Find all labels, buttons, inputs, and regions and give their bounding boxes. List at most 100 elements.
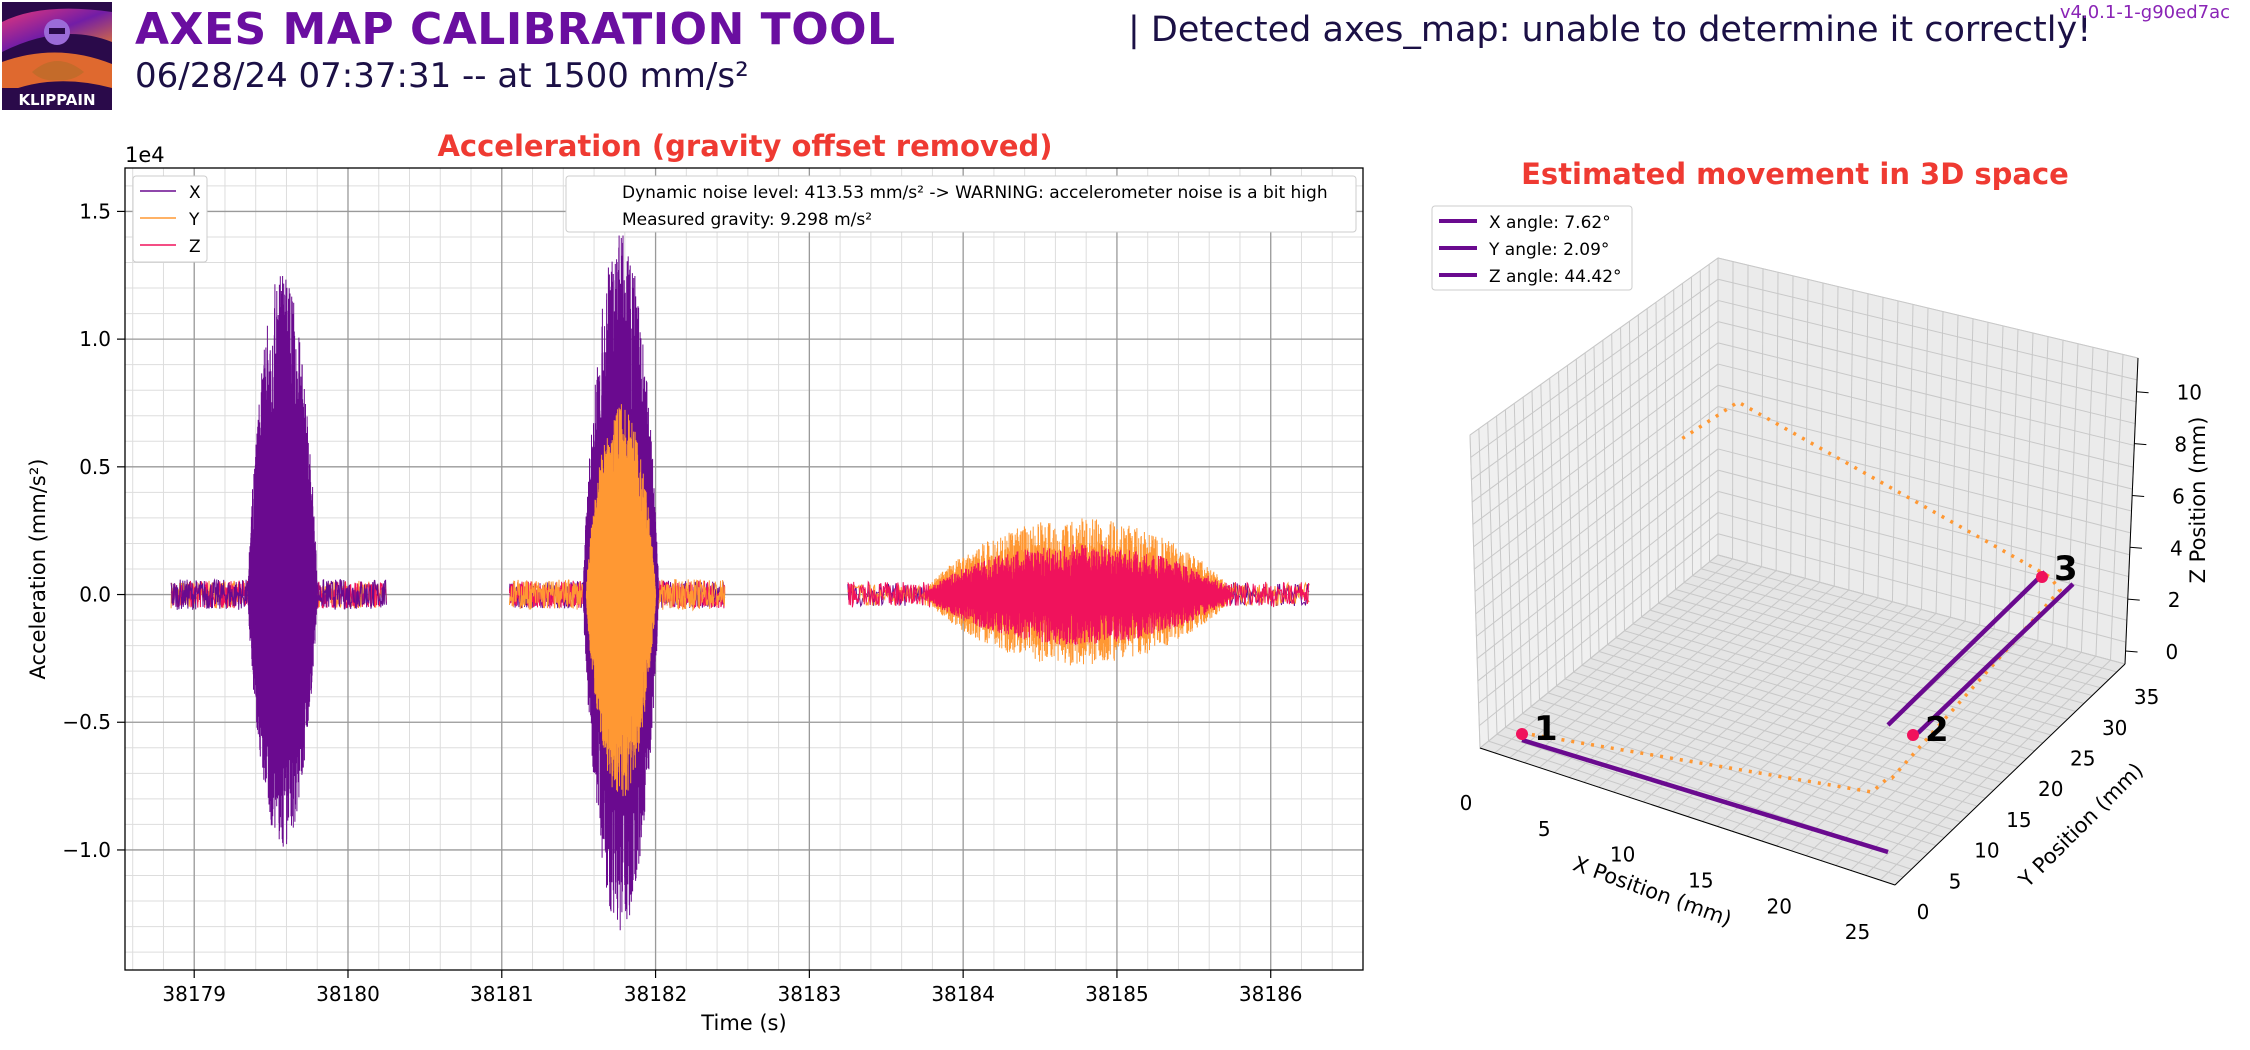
x-axis-label: Time (s) — [700, 1011, 786, 1035]
grid-3d-line — [1471, 321, 1719, 503]
acceleration-chart: Acceleration (gravity offset removed) 38… — [26, 129, 1364, 1035]
x3d-tick-label: 5 — [1538, 817, 1551, 841]
angle-z-label: Z angle: 44.42° — [1489, 267, 1622, 287]
angle-legend-box — [1431, 205, 1633, 291]
z3d-axis-label: Z Position (mm) — [2186, 417, 2210, 584]
z-vector-line — [1916, 582, 2075, 735]
grid-3d-line — [1607, 644, 2019, 768]
annotation-box — [565, 175, 1357, 233]
x3d-tick-label: 20 — [1766, 894, 1791, 918]
grid-3d-line — [1476, 448, 1719, 637]
grid-3d-line — [1835, 648, 2068, 866]
y-tick-label: −1.0 — [62, 838, 111, 862]
grid-3d-line — [1658, 602, 2068, 720]
grid-3d-line — [1717, 448, 2130, 556]
grid-3d-line — [1473, 384, 1719, 570]
angle-x-label: X angle: 7.62° — [1489, 213, 1611, 233]
chart-3d-title: Estimated movement in 3D space — [1521, 157, 2069, 191]
grid-3d-line — [1470, 278, 1719, 458]
legend-z-label: Z — [189, 237, 201, 257]
x-trace-burst — [247, 275, 318, 847]
point-3-marker — [2036, 571, 2048, 583]
z3d-tick-mark — [2132, 494, 2145, 497]
legend-box — [132, 175, 208, 263]
x3d-tick-label: 15 — [1688, 869, 1713, 893]
signal-traces — [170, 235, 1310, 931]
x3d-tick-label: 25 — [1845, 920, 1870, 944]
z-trace-burst — [924, 544, 1233, 645]
grid-3d-line — [1850, 651, 2082, 871]
y-tick-label: −0.5 — [62, 710, 111, 734]
grid-3d-line — [1717, 554, 2126, 665]
grid-3d-line — [1717, 533, 2127, 643]
grid-3d-line — [1478, 512, 1719, 704]
logo-text: KLIPPAIN — [18, 91, 95, 109]
point-2-label: 2 — [1925, 710, 1949, 750]
grid-3d-line — [1717, 406, 2132, 512]
grid-3d-line — [1649, 609, 2060, 728]
grid-3d-line — [1865, 655, 2097, 876]
angle-legend: X angle: 7.62° Y angle: 2.09° Z angle: 4… — [1431, 205, 1633, 291]
x3d-tick-label: 10 — [1610, 843, 1635, 867]
grid-3d-line — [1717, 427, 2131, 534]
grid-3d-line — [1717, 363, 2134, 468]
grid-3d-line — [1717, 469, 2129, 578]
grid-3d-line — [1675, 588, 2085, 704]
z3d-tick-label: 10 — [2177, 381, 2202, 405]
y-tick-label: 1.5 — [79, 199, 111, 223]
y-axis-ticks: −1.0 −0.5 0.0 0.5 1.0 1.5 — [62, 199, 125, 862]
x-vector-line — [1521, 737, 1889, 855]
grid-3d-line — [1692, 575, 2101, 689]
y-tick-label: 0.0 — [79, 583, 111, 607]
y-tick-label: 1.0 — [79, 327, 111, 351]
grid-3d-line — [1474, 406, 1719, 592]
z3d-tick-label: 0 — [2166, 640, 2179, 664]
legend: X Y Z — [132, 175, 208, 263]
z3d-tick-mark — [2134, 443, 2147, 446]
z3d-axis-line — [2124, 357, 2139, 665]
x-tick-label: 38183 — [778, 982, 842, 1006]
x3d-tick-label: 0 — [1460, 791, 1473, 815]
z3d-tick-label: 8 — [2174, 433, 2187, 457]
grid-3d-line — [1683, 582, 2093, 697]
grid-3d-line — [1717, 257, 2139, 359]
grid-3d-line — [1473, 363, 1719, 548]
z3d-tick-mark — [2127, 598, 2140, 601]
grid-3d-line — [1879, 659, 2111, 881]
gravity-text: Measured gravity: 9.298 m/s² — [622, 210, 872, 230]
y3d-tick-label: 15 — [2006, 808, 2031, 832]
grid-3d-line — [1717, 384, 2133, 490]
x-tick-label: 38185 — [1085, 982, 1149, 1006]
grid-3d-line — [1717, 490, 2128, 599]
y-offset-label: 1e4 — [125, 143, 165, 167]
page-title: AXES MAP CALIBRATION TOOL — [135, 4, 896, 55]
z3d-tick-mark — [2129, 546, 2142, 549]
x-tick-label: 38182 — [624, 982, 688, 1006]
y3d-tick-label: 25 — [2070, 747, 2095, 771]
z3d-tick-label: 2 — [2168, 588, 2181, 612]
grid-3d-line — [1666, 595, 2076, 712]
legend-x-label: X — [189, 183, 201, 203]
page-subtitle: 06/28/24 07:37:31 -- at 1500 mm/s² — [135, 56, 749, 96]
z3d-tick-mark — [2136, 391, 2149, 394]
point-1-marker — [1516, 728, 1528, 740]
grid-3d-line — [1805, 640, 2039, 857]
y3d-tick-label: 30 — [2102, 716, 2127, 740]
x-tick-label: 38180 — [316, 982, 380, 1006]
y3d-tick-label: 5 — [1949, 869, 1962, 893]
grid-3d-line — [1641, 616, 2052, 736]
y3d-tick-label: 20 — [2038, 777, 2063, 801]
grid-3d-line — [1761, 628, 1995, 842]
y3d-tick-label: 35 — [2134, 685, 2159, 709]
grid-3d-line — [1701, 613, 1937, 822]
x-trace-burst — [582, 235, 660, 931]
y3d-tick-label: 10 — [1974, 839, 1999, 863]
grid-3d-line — [1820, 644, 2053, 861]
y-trace-burst — [585, 404, 657, 797]
angle-y-label: Y angle: 2.09° — [1488, 240, 1609, 260]
point-2-marker — [1907, 729, 1919, 741]
x-tick-label: 38181 — [470, 982, 534, 1006]
grid-3d-line — [1477, 490, 1719, 682]
grid-3d-line — [1478, 533, 1719, 727]
